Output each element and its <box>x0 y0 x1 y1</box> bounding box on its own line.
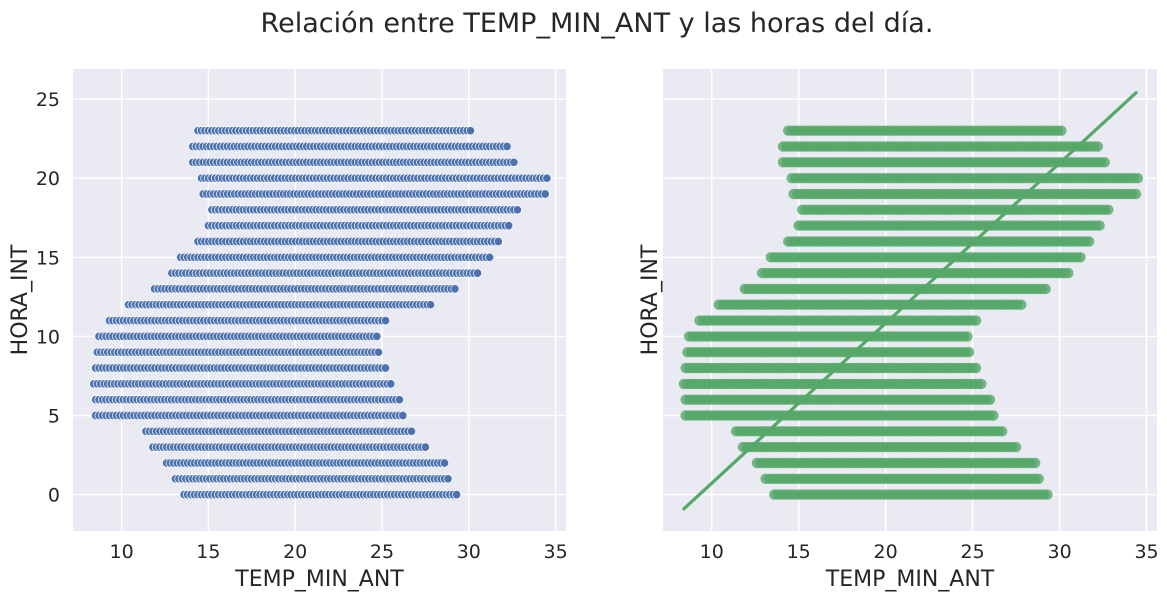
regplot-point <box>984 394 996 405</box>
scatter-point <box>502 141 512 152</box>
x-tick-label: 30 <box>457 541 481 563</box>
x-tick-labels-right: 10 15 20 25 30 35 <box>700 541 1159 563</box>
x-axis-label-left: TEMP_MIN_ANT <box>234 567 404 592</box>
scatter-point <box>540 189 550 199</box>
y-tick-labels-left: 0 5 10 15 20 25 <box>36 89 60 507</box>
regplot-point <box>1130 188 1142 200</box>
regplot-point <box>970 315 982 326</box>
x-tick-label: 25 <box>370 541 394 563</box>
regplot-point <box>1016 299 1027 310</box>
scatter-panel-left: 10 15 20 25 30 35 0 5 10 15 20 25 TEMP_MIN_ANT HOR… <box>8 69 568 592</box>
scatter-point <box>439 458 450 468</box>
scatter-point <box>450 284 460 294</box>
scatter-point <box>512 205 522 215</box>
x-tick-label: 30 <box>1047 541 1071 563</box>
x-tick-label: 20 <box>283 541 307 563</box>
regplot-point <box>997 426 1008 437</box>
y-tick-label: 15 <box>36 247 60 269</box>
regplot-point <box>1030 457 1041 469</box>
regplot-point <box>970 362 982 374</box>
scatter-point <box>493 236 503 247</box>
x-axis-label-right: TEMP_MIN_ANT <box>825 567 995 592</box>
x-tick-labels-left: 10 15 20 25 30 35 <box>110 541 568 563</box>
regplot-panel-right: 10 15 20 25 30 35 TEMP_MIN_ANT HORA_INT <box>638 69 1159 592</box>
regplot-point <box>1092 141 1104 152</box>
regplot-point <box>1040 283 1051 295</box>
regplot-points-right <box>678 125 1144 500</box>
regplot-point <box>1063 267 1074 279</box>
x-tick-label: 35 <box>1134 541 1158 563</box>
scatter-point <box>472 268 483 278</box>
scatter-point <box>373 347 384 357</box>
x-tick-label: 10 <box>110 541 134 563</box>
figure-title: Relación entre TEMP_MIN_ANT y las horas … <box>261 8 934 39</box>
regplot-point <box>976 378 987 390</box>
y-axis-label-right: HORA_INT <box>638 244 663 355</box>
scatter-point <box>380 363 391 373</box>
y-tick-label: 10 <box>36 326 60 348</box>
scatter-point <box>420 442 430 452</box>
y-tick-label: 25 <box>36 89 60 111</box>
regplot-point <box>1033 473 1044 484</box>
regplot-point <box>1042 489 1053 500</box>
scatter-point <box>504 221 514 231</box>
regplot-point <box>1132 173 1144 184</box>
regplot-point <box>1056 125 1067 136</box>
scatter-point <box>394 395 404 405</box>
regplot-point <box>988 410 999 421</box>
scatter-point <box>398 410 408 421</box>
scatter-point <box>380 316 391 326</box>
x-tick-label: 20 <box>874 541 898 563</box>
y-axis-label-left: HORA_INT <box>8 244 33 355</box>
regplot-point <box>1084 236 1095 247</box>
y-tick-label: 20 <box>36 168 60 190</box>
x-tick-label: 25 <box>961 541 985 563</box>
regplot-point <box>962 331 973 342</box>
scatter-point <box>465 126 476 136</box>
regplot-point <box>1075 252 1086 263</box>
y-tick-label: 5 <box>48 406 60 428</box>
regplot-point <box>1099 157 1111 168</box>
x-tick-label: 15 <box>787 541 811 563</box>
regression-line <box>682 91 1138 511</box>
scatter-point <box>443 474 453 484</box>
x-tick-label: 10 <box>700 541 724 563</box>
regplot-point <box>1010 441 1022 453</box>
scatter-point <box>542 173 552 183</box>
scatter-points-left <box>89 126 552 500</box>
regplot-point <box>1094 220 1105 231</box>
scatter-point <box>485 252 495 262</box>
x-tick-label: 15 <box>196 541 220 563</box>
scatter-point <box>509 157 519 167</box>
regression-line-path <box>682 91 1138 511</box>
scatter-point <box>386 379 396 389</box>
scatter-point <box>426 300 436 310</box>
scatter-point <box>372 331 382 341</box>
scatter-point <box>452 490 462 500</box>
y-tick-label: 0 <box>48 485 60 507</box>
x-tick-label: 35 <box>543 541 567 563</box>
scatter-point <box>406 426 417 436</box>
regplot-point <box>1103 204 1114 215</box>
regplot-point <box>963 347 975 358</box>
